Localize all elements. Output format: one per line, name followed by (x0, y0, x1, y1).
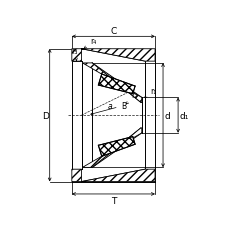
Text: r₁: r₁ (144, 87, 156, 98)
Polygon shape (98, 137, 134, 157)
Polygon shape (98, 75, 134, 94)
Text: C: C (110, 27, 116, 35)
Polygon shape (71, 49, 154, 62)
Text: r₂: r₂ (126, 91, 137, 104)
Text: d₁: d₁ (179, 111, 188, 120)
Polygon shape (82, 128, 141, 168)
Text: r₃: r₃ (71, 47, 78, 61)
Text: a: a (107, 101, 112, 110)
Text: r₄: r₄ (84, 37, 96, 49)
Text: d: d (164, 111, 170, 120)
Text: D: D (42, 111, 49, 120)
Polygon shape (71, 169, 154, 182)
Polygon shape (82, 64, 141, 103)
Text: B: B (90, 101, 126, 115)
Text: T: T (110, 197, 116, 206)
